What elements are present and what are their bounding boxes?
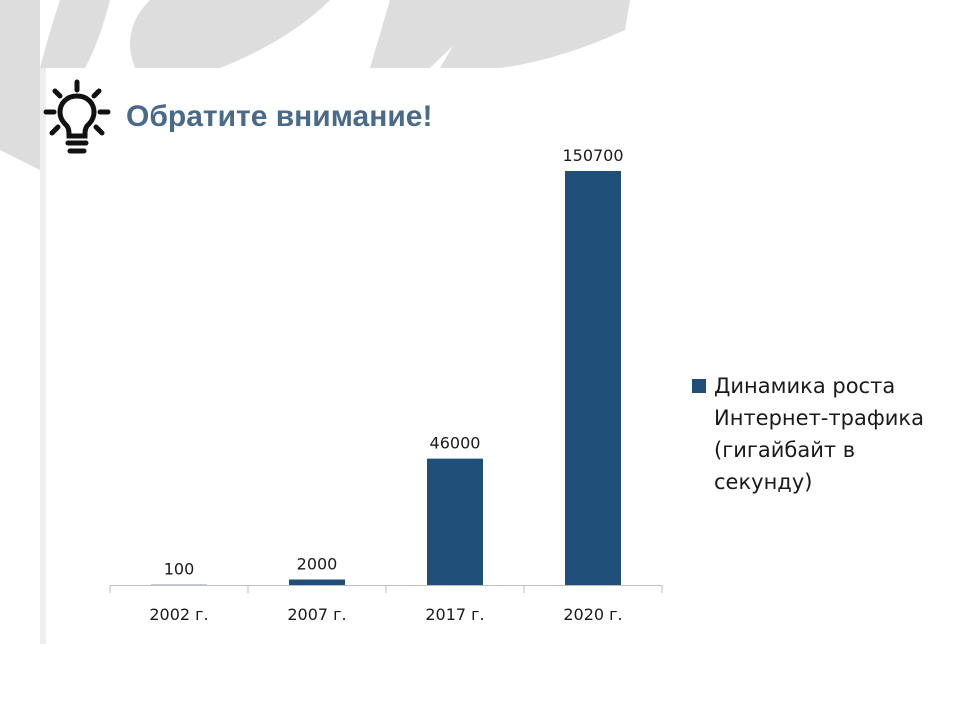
data-label-1: 2000 — [297, 555, 338, 574]
bar-3 — [565, 171, 621, 585]
lightbulb-icon — [43, 79, 111, 154]
data-label-2: 46000 — [430, 434, 481, 453]
category-label-0: 2002 г. — [149, 605, 208, 624]
data-label-3: 150700 — [562, 146, 623, 165]
chart-legend: Динамика роста Интернет-трафика (гигайба… — [692, 370, 942, 498]
slide-panel — [40, 68, 960, 644]
bar-2 — [427, 458, 483, 585]
legend-swatch — [692, 379, 706, 393]
category-label-3: 2020 г. — [563, 605, 622, 624]
category-label-1: 2007 г. — [287, 605, 346, 624]
data-label-0: 100 — [164, 560, 195, 579]
legend-label: Динамика роста Интернет-трафика (гигайба… — [714, 374, 924, 494]
category-label-2: 2017 г. — [425, 605, 484, 624]
slide-edge — [40, 68, 46, 644]
slide-title: Обратите внимание! — [126, 100, 433, 133]
bar-1 — [289, 579, 345, 585]
